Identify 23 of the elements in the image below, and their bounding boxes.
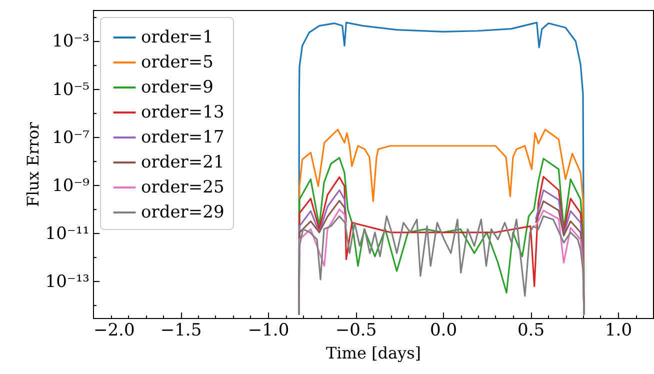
legend-label: order=9 [141, 78, 214, 98]
y-tick-label: 10⁻⁹ [52, 176, 90, 196]
y-tick-label: 10⁻¹³ [45, 272, 90, 292]
y-tick-label: 10⁻¹¹ [45, 224, 90, 244]
legend-label: order=5 [141, 52, 214, 72]
x-tick-label: −1.5 [160, 320, 202, 340]
y-tick-label: 10⁻³ [52, 32, 90, 52]
legend-label: order=1 [141, 28, 214, 48]
x-tick-label: −0.5 [335, 320, 377, 340]
x-tick-label: 0.0 [430, 320, 458, 340]
y-tick-label: 10⁻⁷ [52, 128, 90, 148]
legend-label: order=29 [141, 202, 224, 222]
x-axis-title: Time [days] [326, 344, 422, 362]
y-axis-title: Flux Error [23, 122, 42, 207]
legend-label: order=13 [141, 102, 224, 122]
x-tick-label: 1.0 [604, 320, 632, 340]
y-tick-label: 10⁻⁵ [52, 80, 90, 100]
x-tick-label: 0.5 [517, 320, 545, 340]
legend-label: order=21 [141, 152, 224, 172]
legend-label: order=17 [141, 128, 224, 148]
x-tick-label: −1.0 [248, 320, 290, 340]
legend-label: order=25 [141, 178, 224, 198]
x-tick-label: −2.0 [94, 320, 135, 340]
